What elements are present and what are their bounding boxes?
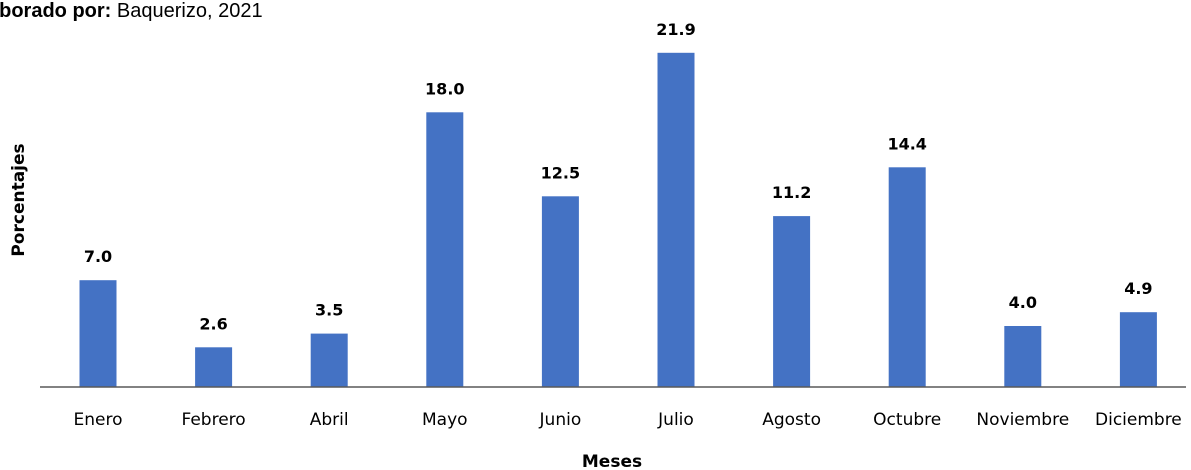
bar-octubre: [888, 167, 926, 387]
bar-agosto: [773, 216, 811, 387]
data-label-octubre: 14.4: [887, 134, 926, 153]
bar-noviembre: [1004, 326, 1042, 387]
data-label-junio: 12.5: [541, 163, 580, 182]
bar-junio: [541, 196, 579, 388]
bar-abril: [310, 333, 348, 387]
bar-julio: [657, 52, 695, 388]
data-label-julio: 21.9: [656, 20, 695, 39]
x-tick-label-enero: Enero: [74, 410, 123, 430]
x-tick-label-julio: Julio: [657, 410, 694, 430]
x-tick-label-diciembre: Diciembre: [1095, 410, 1182, 430]
x-tick-label-febrero: Febrero: [181, 410, 245, 430]
x-tick-label-noviembre: Noviembre: [976, 410, 1069, 430]
source-caption: aborado por: Baquerizo, 2021: [0, 0, 263, 23]
data-label-mayo: 18.0: [425, 79, 464, 98]
data-label-abril: 3.5: [315, 301, 343, 320]
bar-diciembre: [1119, 312, 1157, 387]
data-label-enero: 7.0: [84, 247, 112, 266]
x-axis-title: Meses: [582, 452, 642, 470]
bar-enero: [79, 280, 117, 387]
x-tick-label-agosto: Agosto: [762, 410, 821, 430]
caption-prefix: aborado por:: [0, 0, 112, 22]
bar-mayo: [426, 112, 464, 388]
bar-febrero: [195, 347, 233, 387]
bars-group: [79, 52, 1157, 388]
data-labels-group: 7.0 2.6 3.5 18.0 12.5 21.9 11.2 14.4 4.0 4.9: [84, 20, 1153, 333]
caption-source: Baquerizo, 2021: [111, 0, 263, 22]
x-tick-label-mayo: Mayo: [422, 410, 468, 430]
data-label-diciembre: 4.9: [1124, 279, 1152, 298]
x-tick-label-abril: Abril: [310, 410, 349, 430]
x-tick-label-junio: Junio: [539, 410, 582, 430]
data-label-febrero: 2.6: [199, 314, 227, 333]
y-axis-title: Porcentajes: [9, 143, 29, 256]
data-label-agosto: 11.2: [772, 183, 811, 202]
data-label-noviembre: 4.0: [1009, 293, 1037, 312]
x-tick-label-octubre: Octubre: [873, 410, 941, 430]
x-tick-labels-group: Enero Febrero Abril Mayo Junio Julio Agosto Oct…: [74, 410, 1182, 430]
